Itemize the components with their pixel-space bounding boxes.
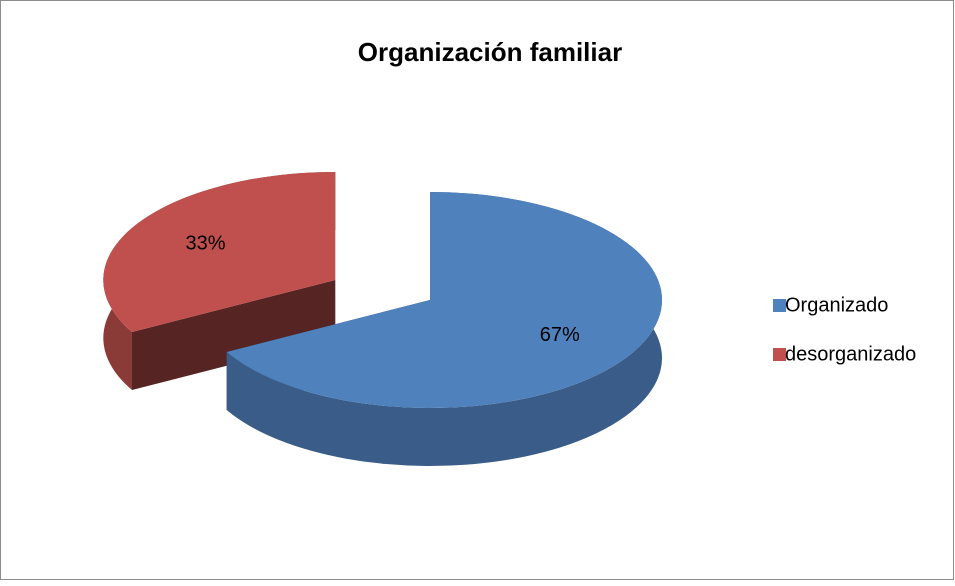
legend-swatch [773, 299, 786, 312]
slice [103, 172, 336, 333]
slice-side [132, 280, 336, 391]
data-label: 33% [186, 233, 226, 255]
legend-swatch [773, 348, 786, 361]
slice [226, 192, 663, 409]
data-label: 67% [540, 324, 580, 346]
legend-label: Organizado [785, 294, 888, 316]
chart-title: Organización familiar [358, 37, 622, 67]
legend-label: desorganizado [785, 343, 916, 365]
